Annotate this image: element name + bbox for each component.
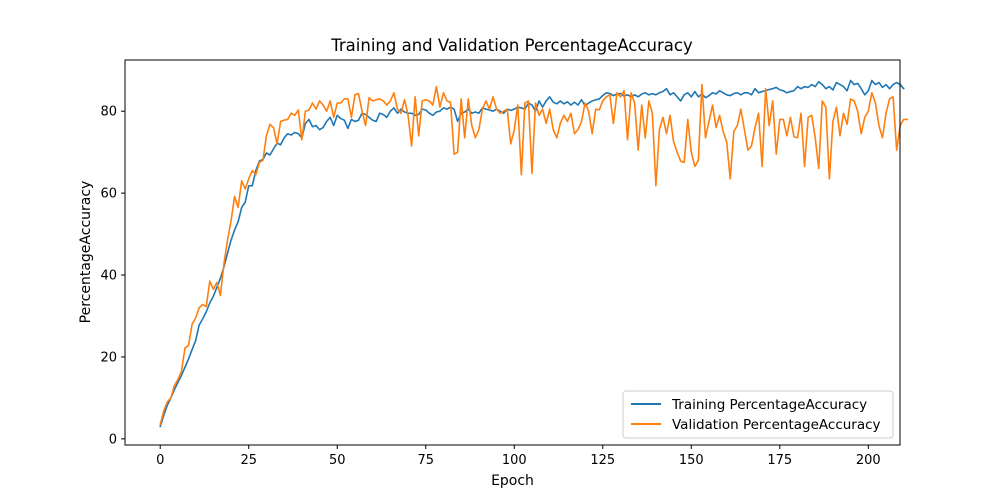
- x-tick-label: 200: [856, 453, 881, 468]
- legend: Training PercentageAccuracy Validation Pe…: [622, 390, 894, 439]
- x-tick-label: 25: [240, 453, 257, 468]
- y-tick-label: 60: [100, 187, 117, 202]
- y-axis-title: PercentageAccuracy: [78, 181, 94, 324]
- y-tick-label: 40: [100, 269, 117, 284]
- legend-label-validation: Validation PercentageAccuracy: [672, 417, 881, 433]
- y-tick-label: 20: [100, 350, 117, 365]
- series-layer: [159, 79, 909, 428]
- x-tick-label: 150: [679, 453, 704, 468]
- legend-box: [622, 390, 894, 439]
- x-axis: 0 25 50 75 100 125 150 175 200: [156, 445, 881, 468]
- chart-title: Training and Validation PercentageAccura…: [330, 36, 693, 55]
- x-tick-label: 75: [417, 453, 434, 468]
- series-line-validation: [159, 83, 909, 426]
- plot-area-frame: [124, 59, 901, 446]
- x-tick-label: 50: [329, 453, 346, 468]
- legend-label-training: Training PercentageAccuracy: [671, 397, 867, 413]
- series-line-training: [159, 79, 905, 428]
- y-tick-label: 80: [100, 105, 117, 120]
- x-tick-label: 175: [767, 453, 792, 468]
- x-tick-label: 100: [502, 453, 527, 468]
- y-tick-label: 0: [109, 432, 117, 447]
- x-axis-title: Epoch: [491, 473, 534, 489]
- y-axis: 0 20 40 60 80: [100, 105, 125, 447]
- x-tick-label: 125: [590, 453, 615, 468]
- x-tick-label: 0: [156, 453, 164, 468]
